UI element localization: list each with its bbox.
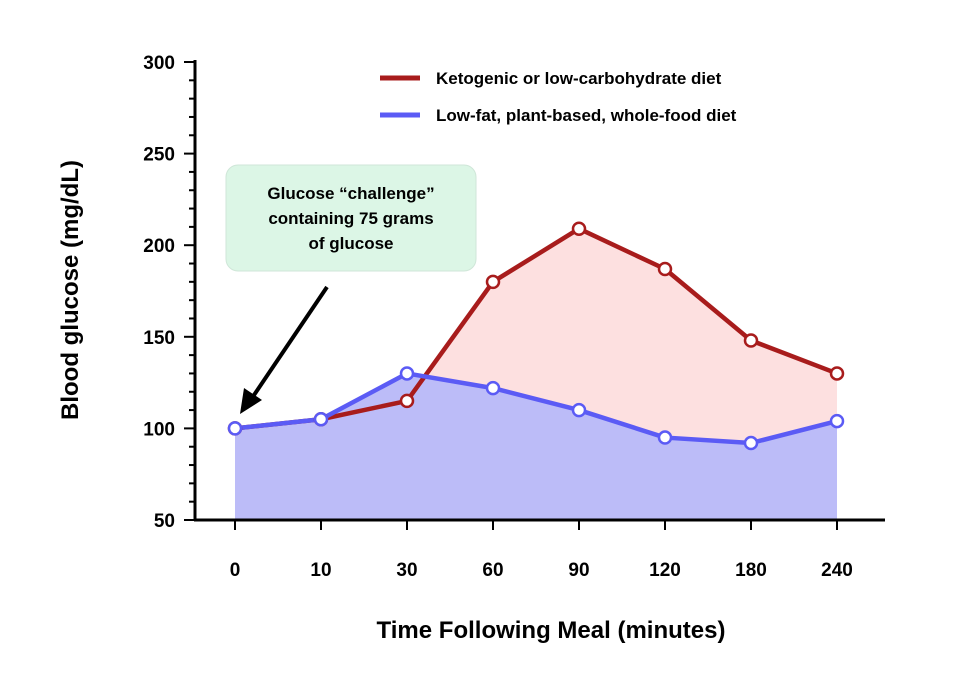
x-tick-label: 120 <box>649 560 681 581</box>
x-tick-label: 10 <box>310 560 331 581</box>
annotation-arrow-shaft <box>250 285 329 400</box>
annotation: Glucose “challenge” containing 75 grams … <box>225 164 477 414</box>
y-axis-title: Blood glucose (mg/dL) <box>57 160 84 420</box>
x-tick-label: 60 <box>482 560 503 581</box>
series-area-1 <box>235 373 837 520</box>
y-tick-label: 200 <box>143 236 175 257</box>
series-0-point <box>485 274 501 290</box>
series-0-point <box>829 366 845 381</box>
legend-label-plant: Low-fat, plant-based, whole-food diet <box>436 106 737 125</box>
annotation-box <box>225 164 477 272</box>
series-1-point <box>571 402 587 418</box>
annotation-line-1: Glucose “challenge” <box>267 184 434 203</box>
x-tick-label: 0 <box>230 560 241 581</box>
series-0-point <box>657 261 673 277</box>
series-line-0 <box>234 226 838 431</box>
y-tick-label: 250 <box>143 145 175 166</box>
y-tick-label: 50 <box>154 511 175 532</box>
annotation-line-3: of glucose <box>308 234 393 253</box>
series-0-point <box>743 333 759 348</box>
series-fills <box>235 228 837 520</box>
series-1-point <box>313 411 329 427</box>
series-lines <box>234 226 838 446</box>
x-axis-title: Time Following Meal (minutes) <box>377 617 726 644</box>
legend: Ketogenic or low-carbohydrate diet Low-f… <box>380 69 737 125</box>
annotation-arrow-head <box>240 388 262 414</box>
series-points <box>227 221 845 451</box>
series-1-point <box>657 430 673 445</box>
series-1-point <box>399 366 415 381</box>
x-tick-label: 180 <box>735 560 767 581</box>
series-line-1 <box>234 371 838 446</box>
series-0-point <box>571 221 587 236</box>
series-0-point <box>399 393 415 409</box>
y-tick-label: 150 <box>143 328 175 349</box>
annotation-line-2: containing 75 grams <box>268 209 433 228</box>
y-tick-label: 100 <box>143 419 175 440</box>
series-1-point <box>485 380 501 396</box>
axes <box>184 60 885 530</box>
x-tick-label: 240 <box>821 560 853 581</box>
series-1-point <box>227 421 243 436</box>
series-1-point <box>829 413 845 429</box>
series-1-point <box>743 435 759 451</box>
x-tick-label: 30 <box>396 560 417 581</box>
y-tick-label: 300 <box>143 53 175 74</box>
tick-labels: 50 100 150 200 250 300 0 10 30 60 90 120 180 240 <box>143 53 853 581</box>
x-tick-label: 90 <box>568 560 589 581</box>
legend-label-keto: Ketogenic or low-carbohydrate diet <box>436 69 722 88</box>
